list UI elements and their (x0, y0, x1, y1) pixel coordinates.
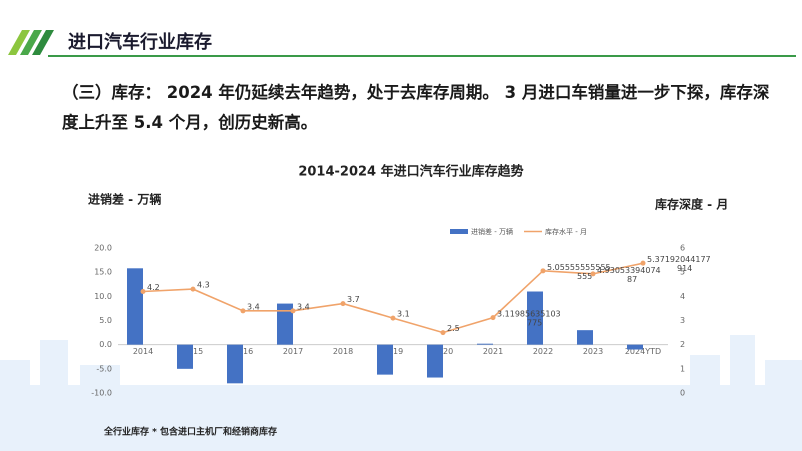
y2-tick-label: 2 (680, 340, 685, 349)
x-tick-label: 2024YTD (625, 347, 661, 356)
line-marker (140, 289, 146, 294)
line-marker (240, 308, 246, 314)
y-tick-label: 15.0 (94, 268, 112, 277)
x-tick-label: 2014 (133, 347, 153, 356)
bar (277, 303, 293, 345)
y2-tick-label: 1 (680, 364, 685, 373)
bar (377, 344, 393, 375)
line-marker (590, 271, 596, 277)
y2-axis-title: 库存深度 - 月 (655, 197, 728, 212)
y-tick-label: 20.0 (94, 244, 112, 253)
data-label: 3.1 (397, 310, 410, 319)
y2-tick-label: 0 (680, 389, 685, 398)
chart-title: 2014-2024 年进口汽车行业库存趋势 (298, 164, 523, 180)
y-tick-label: 0.0 (99, 340, 112, 349)
data-label: 4.93053394074 87 (597, 265, 661, 283)
bar (527, 291, 543, 345)
paragraph: （三）库存： 2024 年仍延续去年趋势，处于去库存周期。 3 月进口车销量进一… (62, 83, 770, 132)
bar (427, 344, 443, 378)
y2-tick-label: 5 (680, 268, 685, 277)
x-tick-label: 2021 (483, 347, 503, 356)
y-axis-title: 进销差 - 万辆 (88, 192, 161, 207)
data-label: 3.4 (247, 302, 260, 311)
line-marker (390, 315, 396, 321)
y-tick-label: -5.0 (96, 364, 112, 373)
y2-tick-label: 4 (680, 292, 685, 301)
legend-label: 库存水平 - 月 (545, 227, 587, 236)
line-marker (190, 286, 196, 292)
line (142, 262, 644, 334)
data-label: 5.37192044177 914 (647, 255, 711, 273)
x-tick-label: 2017 (283, 347, 303, 356)
y2-tick-label: 6 (680, 244, 685, 253)
legend-swatch (450, 229, 468, 234)
header-title: 进口汽车行业库存 (68, 31, 212, 53)
line-marker (540, 268, 546, 274)
data-label: 5.05555555555 555 (547, 262, 611, 280)
x-tick-label: 2022 (533, 347, 553, 356)
y-tick-label: 10.0 (94, 292, 112, 301)
bar (577, 330, 593, 345)
y-tick-label: 5.0 (99, 316, 112, 325)
line-marker (340, 301, 346, 307)
legend-label: 进销差 - 万辆 (471, 227, 513, 236)
bar (227, 344, 243, 384)
x-tick-label: 2018 (333, 347, 353, 356)
footnote: 全行业库存 * 包含进口主机厂和经销商库存 (103, 426, 277, 438)
bar (127, 268, 143, 345)
line-marker (440, 330, 446, 336)
skyline (0, 335, 802, 451)
line-marker (290, 308, 296, 314)
data-label: 3.7 (347, 295, 360, 304)
y-tick-label: -10.0 (91, 389, 112, 398)
x-tick-label: 2023 (583, 347, 603, 356)
header-icon (8, 30, 54, 55)
data-label: 3.4 (297, 302, 310, 311)
bar (627, 344, 643, 350)
line-marker (490, 315, 496, 321)
data-label: 4.3 (197, 281, 210, 290)
y2-tick-label: 3 (680, 316, 685, 325)
line-marker (640, 260, 646, 266)
data-label: 3.11985635103 775 (497, 309, 561, 327)
data-label: 2.5 (447, 324, 460, 333)
data-label: 4.2 (147, 283, 160, 292)
bar (177, 344, 193, 369)
bar (477, 343, 493, 345)
